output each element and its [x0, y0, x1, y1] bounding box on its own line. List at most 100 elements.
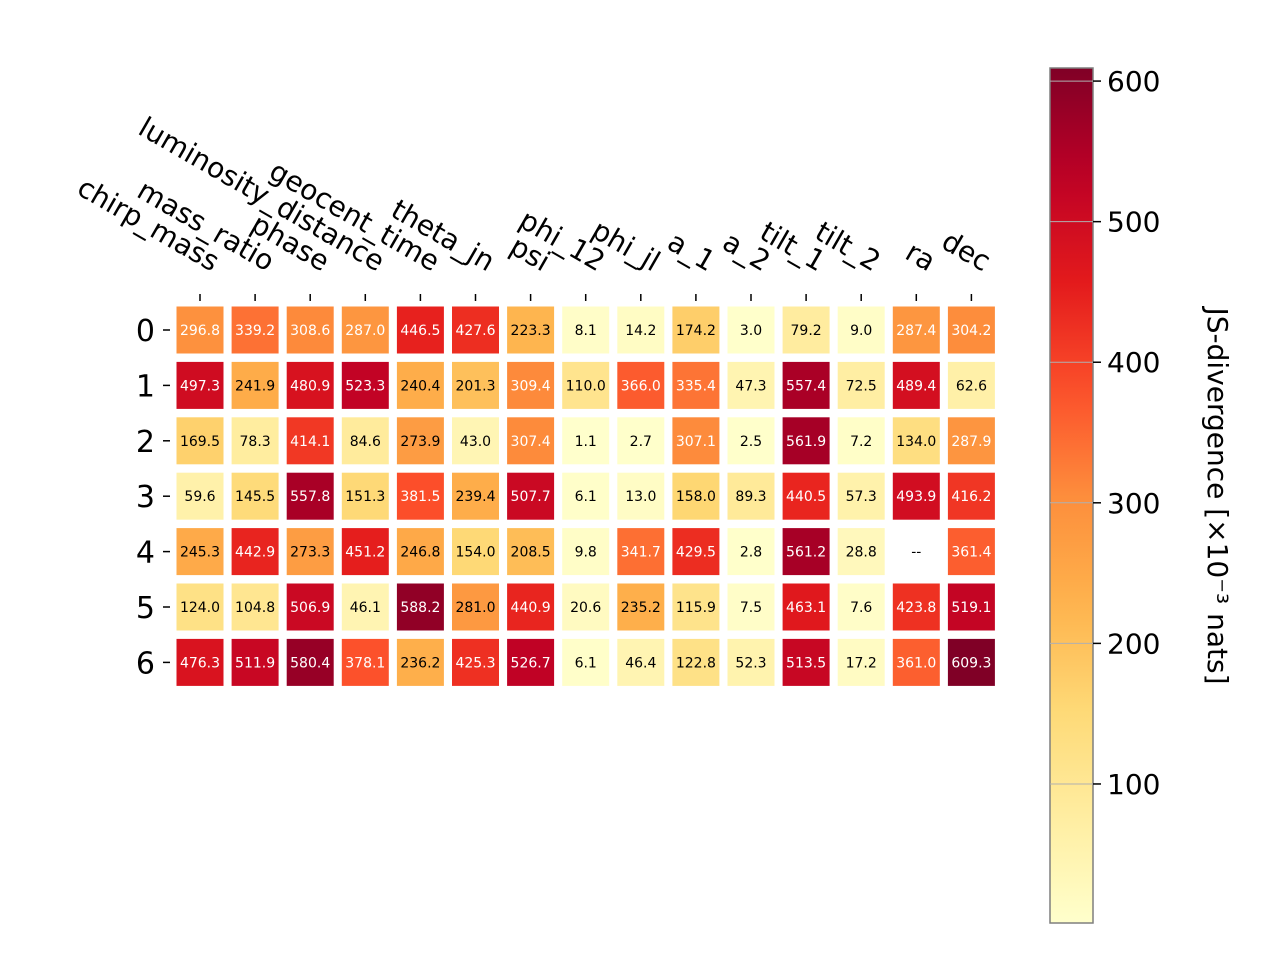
heatmap-cell	[176, 583, 224, 631]
heatmap-cell	[562, 528, 610, 576]
row-label: 2	[136, 425, 155, 460]
column-label: ra	[900, 235, 941, 278]
cell-value-label: 425.3	[455, 655, 495, 671]
heatmap-cell	[507, 472, 555, 520]
cell-value-label: 580.4	[290, 655, 330, 671]
heatmap-cell	[562, 638, 610, 686]
heatmap-cell	[286, 361, 334, 409]
cell-value-label: 281.0	[455, 600, 495, 616]
cell-value-label: 57.3	[846, 489, 877, 505]
colorbar-tick-label: 100	[1107, 768, 1160, 801]
cell-value-label: 307.1	[676, 434, 716, 450]
heatmap-cell	[727, 528, 775, 576]
heatmap-cell	[452, 638, 499, 686]
heatmap-cell	[231, 472, 279, 520]
heatmap-cell	[562, 472, 610, 520]
cell-value-label: 609.3	[951, 655, 991, 671]
colorbar-ticks: 100 200 300 400 500 600	[1050, 65, 1160, 801]
heatmap-cell	[176, 361, 224, 409]
cell-value-label: 17.2	[846, 655, 877, 671]
cell-value-label: 287.0	[345, 323, 385, 339]
heatmap-cell	[231, 583, 279, 631]
heatmap-cell	[396, 638, 444, 686]
heatmap-cell	[452, 417, 499, 465]
cell-value-label: 526.7	[511, 655, 551, 671]
cell-value-label: --	[911, 545, 921, 561]
heatmap-cell	[892, 472, 940, 520]
cell-value-label: 476.3	[180, 655, 220, 671]
heatmap-cell	[176, 306, 224, 354]
cell-value-label: 446.5	[400, 323, 440, 339]
heatmap-cell	[286, 583, 334, 631]
cell-value-label: 335.4	[676, 378, 716, 394]
heatmap-cell	[782, 417, 830, 465]
heatmap-cell	[947, 472, 995, 520]
cell-value-label: 78.3	[240, 434, 271, 450]
heatmap-cell	[672, 361, 720, 409]
heatmap-cell	[617, 472, 665, 520]
cell-value-label: 208.5	[511, 545, 551, 561]
cell-value-label: 423.8	[896, 600, 936, 616]
heatmap-cell	[286, 472, 334, 520]
heatmap-cell	[617, 417, 665, 465]
cell-value-label: 59.6	[184, 489, 215, 505]
heatmap-cell	[507, 361, 555, 409]
heatmap-cell	[947, 361, 995, 409]
heatmap-cell	[782, 638, 830, 686]
heatmap-cell	[782, 583, 830, 631]
heatmap-cell	[947, 306, 995, 354]
heatmap-cell	[562, 306, 610, 354]
colorbar-tick-label: 400	[1107, 346, 1160, 379]
heatmap-cell	[562, 417, 610, 465]
heatmap-cell	[782, 472, 830, 520]
row-label: 6	[136, 646, 155, 681]
heatmap-cell	[727, 361, 775, 409]
heatmap-cell	[176, 472, 224, 520]
heatmap-cell	[452, 528, 499, 576]
heatmap-cell	[727, 417, 775, 465]
cell-value-label: 52.3	[735, 655, 766, 671]
cell-value-label: 440.9	[511, 600, 551, 616]
cell-value-label: 381.5	[400, 489, 440, 505]
colorbar-tick-label: 200	[1107, 627, 1160, 660]
cell-value-label: 7.6	[850, 600, 872, 616]
heatmap-cell	[507, 417, 555, 465]
cell-value-label: 497.3	[180, 378, 220, 394]
heatmap-cell	[452, 583, 499, 631]
row-label: 3	[136, 480, 155, 515]
heatmap-cell	[396, 417, 444, 465]
heatmap-cell	[672, 638, 720, 686]
heatmap-cell	[617, 361, 665, 409]
cell-value-label: 366.0	[621, 378, 661, 394]
cell-value-label: 273.3	[290, 545, 330, 561]
cell-value-label: 507.7	[511, 489, 551, 505]
cell-value-label: 169.5	[180, 434, 220, 450]
cell-value-label: 47.3	[735, 378, 766, 394]
cell-value-label: 1.1	[575, 434, 597, 450]
cell-value-label: 378.1	[345, 655, 385, 671]
cell-value-label: 134.0	[896, 434, 936, 450]
colorbar-tick-label: 600	[1107, 65, 1160, 98]
row-label: 0	[136, 314, 155, 349]
cell-value-label: 414.1	[290, 434, 330, 450]
column-label: tilt_2	[810, 215, 887, 278]
cell-value-label: 2.8	[740, 545, 762, 561]
cell-value-label: 110.0	[566, 378, 606, 394]
cell-value-label: 361.4	[951, 545, 991, 561]
cell-value-label: 304.2	[951, 323, 991, 339]
heatmap-cell	[452, 472, 499, 520]
heatmap-cell	[672, 417, 720, 465]
heatmap-cell	[452, 361, 499, 409]
heatmap-cell	[341, 583, 389, 631]
cell-value-label: 493.9	[896, 489, 936, 505]
heatmap-cell	[341, 306, 389, 354]
heatmap-cell	[617, 583, 665, 631]
cell-value-label: 506.9	[290, 600, 330, 616]
cell-value-label: 341.7	[621, 545, 661, 561]
heatmap-cell	[892, 361, 940, 409]
heatmap-cell	[892, 583, 940, 631]
cell-value-label: 308.6	[290, 323, 330, 339]
cell-value-label: 3.0	[740, 323, 762, 339]
heatmap-cell	[231, 417, 279, 465]
heatmap-cell	[231, 361, 279, 409]
